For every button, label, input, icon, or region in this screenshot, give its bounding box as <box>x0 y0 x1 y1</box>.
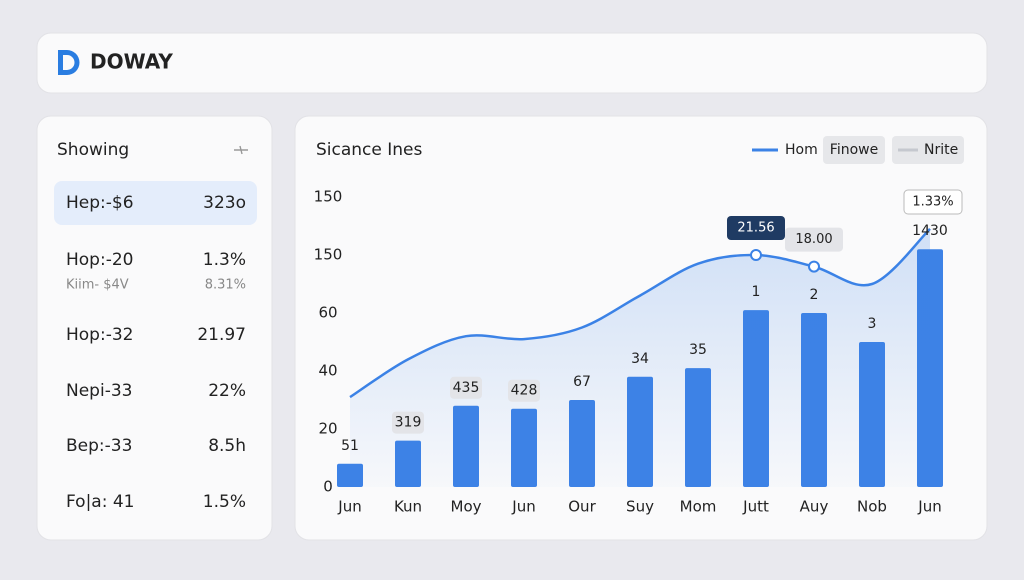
row-highlight <box>54 181 257 225</box>
callout-text: 1.33% <box>912 195 953 210</box>
bar-label: 1430 <box>912 223 948 239</box>
bar-label: 35 <box>689 342 707 358</box>
row-label[interactable]: Hop:-20 <box>66 250 133 270</box>
legend-box[interactable] <box>823 136 885 164</box>
x-tick-label: Moy <box>451 498 482 516</box>
x-tick-label: Our <box>568 498 596 516</box>
x-tick-label: Auy <box>800 498 829 516</box>
row-value: 1.3% <box>203 250 246 270</box>
row-value: 323o <box>203 193 246 213</box>
sidebar-icon[interactable] <box>234 145 248 155</box>
chart-title: Sicance Ines <box>316 140 423 160</box>
sidebar-rows: Hep:-$6 323o Hop:-20 1.3% Kiim- $4V 8.31% Hop:… <box>54 181 257 512</box>
bar-label: 2 <box>810 287 819 303</box>
bar-label: 1 <box>752 284 761 300</box>
y-tick-label: 150 <box>314 188 343 206</box>
x-tick-label: Jutt <box>742 498 769 516</box>
bar-label: 435 <box>453 380 480 396</box>
bar-label: 428 <box>511 383 538 399</box>
x-tick-label: Kun <box>394 498 422 516</box>
bar-label: 67 <box>573 374 591 390</box>
row-label[interactable]: Hop:-32 <box>66 325 133 345</box>
row-label[interactable]: Fo|a: 41 <box>66 492 134 512</box>
header-card <box>36 32 988 94</box>
row-sub-label: Kiim- $4V <box>66 278 129 293</box>
x-tick-label: Mom <box>680 498 717 516</box>
legend-label-inactive[interactable]: Nrite <box>924 142 958 158</box>
legend-label[interactable]: Hom <box>785 142 818 158</box>
x-tick-label: Jun <box>917 498 941 516</box>
callout-box <box>727 216 785 240</box>
callout-box <box>785 227 843 252</box>
y-tick-label: 0 <box>323 478 333 496</box>
row-label[interactable]: Hep:-$6 <box>66 193 134 213</box>
bar-label: 3 <box>868 316 877 332</box>
callout-text: 21.56 <box>737 221 774 236</box>
row-value: 21.97 <box>197 325 246 345</box>
bar-label-box <box>508 379 540 402</box>
row-value: 1.5% <box>203 492 246 512</box>
bar-label: 51 <box>341 438 359 454</box>
line <box>349 227 931 399</box>
row-label[interactable]: Nepi-33 <box>66 381 132 401</box>
row-value: 8.5h <box>208 436 246 456</box>
point-marker <box>750 249 762 261</box>
y-tick-label: 150 <box>314 246 343 264</box>
chart: 0 20 40 60 150 150 Jun Kun Moy Jun Our Suy Mom Jutt Au… <box>314 136 964 516</box>
x-tick-label: Jun <box>337 498 361 516</box>
x-tick-label: Suy <box>626 498 654 516</box>
row-sub-value: 8.31% <box>205 278 246 293</box>
bar-label-box <box>392 411 424 434</box>
callout-text: 18.00 <box>795 232 832 247</box>
bar-label: 319 <box>395 415 422 431</box>
legend-box[interactable] <box>892 136 964 164</box>
bar-label-box <box>450 376 482 399</box>
logo-icon <box>58 50 80 75</box>
logo-text: DOWAY <box>90 50 173 74</box>
legend-label[interactable]: Finowe <box>830 142 878 158</box>
x-tick-label: Jun <box>511 498 535 516</box>
sidebar-title: Showing <box>57 140 129 160</box>
y-tick-label: 60 <box>318 304 337 322</box>
line-area <box>350 228 930 487</box>
x-tick-label: Nob <box>857 498 887 516</box>
row-label[interactable]: Bep:-33 <box>66 436 132 456</box>
callout-box <box>903 189 963 215</box>
bar-label: 34 <box>631 351 649 367</box>
point-marker <box>808 260 820 273</box>
y-tick-label: 20 <box>318 420 337 438</box>
row-value: 22% <box>208 381 246 401</box>
y-tick-label: 40 <box>318 362 337 380</box>
